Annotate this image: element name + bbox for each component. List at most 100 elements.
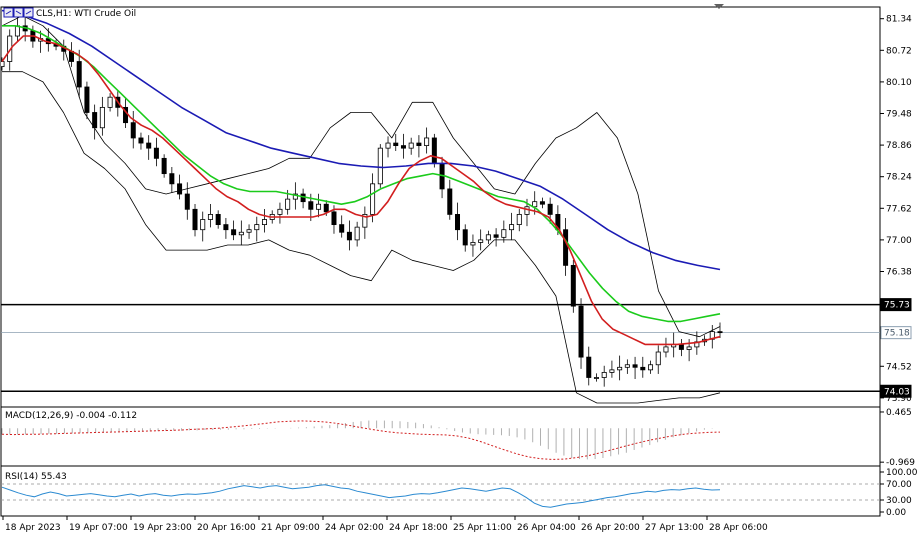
time-tick-label: 28 Apr 06:00 <box>709 523 768 533</box>
candlestick[interactable] <box>370 173 376 223</box>
candlestick[interactable] <box>709 325 715 349</box>
candlestick[interactable] <box>578 298 584 369</box>
candlestick[interactable] <box>138 132 144 150</box>
candlestick[interactable] <box>254 216 260 242</box>
candlestick[interactable] <box>14 16 20 42</box>
candlestick[interactable] <box>153 137 159 167</box>
candlestick[interactable] <box>300 188 306 209</box>
candlestick[interactable] <box>624 359 630 374</box>
rsi-tick-label: 100.00 <box>886 468 918 478</box>
candlestick[interactable] <box>416 135 422 158</box>
candlestick[interactable] <box>45 28 51 52</box>
candlestick[interactable] <box>68 42 74 67</box>
macd-panel[interactable] <box>1 420 721 460</box>
price-tick-label: 74.52 <box>886 362 912 372</box>
candlestick[interactable] <box>354 221 360 247</box>
candlestick[interactable] <box>509 212 515 241</box>
candlestick[interactable] <box>76 49 82 98</box>
time-tick-label: 21 Apr 09:00 <box>261 523 320 533</box>
candlestick[interactable] <box>447 179 453 220</box>
candlestick[interactable] <box>161 154 167 178</box>
candlestick[interactable] <box>277 202 283 224</box>
candlestick[interactable] <box>200 211 206 242</box>
candlestick[interactable] <box>393 133 399 151</box>
candlestick[interactable] <box>655 345 661 374</box>
candlestick[interactable] <box>663 337 669 358</box>
candlestick[interactable] <box>539 197 545 209</box>
candlestick[interactable] <box>601 365 607 387</box>
price-tick-label: 76.38 <box>886 267 912 277</box>
candlestick[interactable] <box>609 360 615 378</box>
rsi-axis: 100.00 70.00 30.00 0.00 <box>880 468 918 518</box>
time-tick-label: 19 Apr 23:00 <box>133 523 192 533</box>
candlestick[interactable] <box>215 210 221 229</box>
candlestick[interactable] <box>648 360 654 374</box>
triangle-down-icon[interactable] <box>714 4 724 9</box>
candlestick[interactable] <box>246 224 252 239</box>
rsi-tick-label: 70.00 <box>886 480 912 490</box>
rsi-value: 55.43 <box>41 472 67 482</box>
candlestick[interactable] <box>61 39 67 61</box>
price-panel[interactable] <box>0 9 880 404</box>
candlestick[interactable] <box>678 339 684 357</box>
candlestick[interactable] <box>516 209 522 232</box>
candlestick[interactable] <box>223 217 229 239</box>
candlestick[interactable] <box>346 220 352 251</box>
candlestick[interactable] <box>470 234 476 257</box>
candlestick[interactable] <box>231 220 237 241</box>
svg-text:74.03: 74.03 <box>884 387 910 397</box>
candlestick[interactable] <box>0 57 5 71</box>
candlestick[interactable] <box>99 96 105 136</box>
candlestick[interactable] <box>184 182 190 220</box>
candlestick[interactable] <box>563 217 569 276</box>
candlestick[interactable] <box>339 215 345 238</box>
candlestick[interactable] <box>617 355 623 381</box>
time-tick-label: 26 Apr 04:00 <box>517 523 576 533</box>
candlestick[interactable] <box>84 81 90 120</box>
candlestick[interactable] <box>400 133 406 159</box>
price-tick-label: 78.86 <box>886 141 912 151</box>
candlestick[interactable] <box>192 203 198 237</box>
candlestick[interactable] <box>586 346 592 386</box>
candlestick[interactable] <box>362 206 368 239</box>
sma-blue-line <box>1 9 721 271</box>
candlestick[interactable] <box>640 356 646 378</box>
candlestick[interactable] <box>169 167 175 194</box>
candlestick[interactable] <box>462 224 468 252</box>
price-axis: 81.34 80.72 80.10 79.48 78.86 78.24 77.62 77.00… <box>880 15 912 404</box>
candlestick[interactable] <box>146 135 152 160</box>
candlestick[interactable] <box>107 93 113 112</box>
time-axis: 18 Apr 2023 19 Apr 07:00 19 Apr 23:00 20 Ap… <box>2 516 768 533</box>
candlestick[interactable] <box>478 229 484 251</box>
candlestick[interactable] <box>424 127 430 154</box>
candlestick[interactable] <box>570 260 576 313</box>
candlestick[interactable] <box>92 104 98 140</box>
candlestick[interactable] <box>385 136 391 158</box>
candlestick[interactable] <box>316 193 322 218</box>
candlestick[interactable] <box>485 230 491 244</box>
candlestick[interactable] <box>455 202 461 241</box>
candlestick[interactable] <box>238 220 244 246</box>
chart-icon[interactable] <box>3 7 34 18</box>
candlestick[interactable] <box>177 174 183 200</box>
time-tick-label: 19 Apr 07:00 <box>69 523 128 533</box>
candlestick[interactable] <box>408 137 414 155</box>
candlestick[interactable] <box>130 110 136 149</box>
candlestick[interactable] <box>377 144 383 188</box>
candlestick[interactable] <box>493 228 499 247</box>
chart-frame <box>0 6 881 517</box>
candlestick[interactable] <box>431 133 437 168</box>
price-tick-label: 81.34 <box>886 15 912 25</box>
candlestick[interactable] <box>717 322 723 338</box>
time-tick-label: 25 Apr 11:00 <box>453 523 512 533</box>
candlestick[interactable] <box>207 203 213 228</box>
candlestick[interactable] <box>501 220 507 243</box>
rsi-panel[interactable] <box>1 483 880 508</box>
rsi-tick-label: 0.00 <box>886 508 906 518</box>
candlestick[interactable] <box>593 373 599 382</box>
macd-axis: 0.465 -0.969 <box>880 408 915 468</box>
candlestick[interactable] <box>261 209 267 233</box>
candlestick[interactable] <box>632 356 638 380</box>
